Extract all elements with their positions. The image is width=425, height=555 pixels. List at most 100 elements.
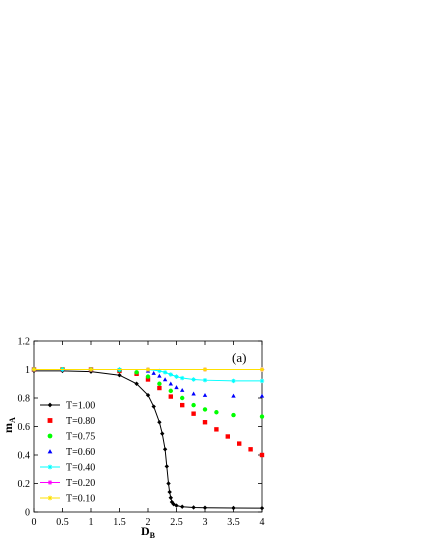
data-point	[134, 370, 139, 375]
data-point	[180, 395, 185, 401]
data-point	[180, 504, 185, 509]
data-point	[202, 392, 208, 397]
legend-label: T=0.20	[66, 478, 95, 489]
legend-entry: T=0.80	[47, 416, 95, 427]
legend-marker	[47, 480, 53, 485]
x-tick-label: 0.5	[56, 517, 69, 528]
y-axis-label-main: m	[1, 423, 15, 433]
x-tick-label: 2	[146, 517, 151, 528]
legend-label: T=0.10	[66, 494, 95, 505]
data-point	[174, 503, 179, 508]
data-point	[214, 410, 219, 415]
legend-marker	[47, 464, 53, 470]
data-point	[259, 505, 265, 511]
data-point	[259, 393, 265, 398]
y-tick-label: 0	[25, 508, 30, 519]
legend-marker	[47, 402, 53, 408]
data-point	[174, 374, 179, 379]
legend-label: T=0.40	[66, 463, 95, 474]
data-point	[162, 377, 168, 382]
legend-marker	[47, 449, 53, 454]
y-tick-label: 0.2	[18, 479, 31, 490]
legend-entry: T=1.00	[40, 401, 95, 412]
data-point	[202, 407, 208, 412]
data-point	[168, 388, 173, 394]
data-point	[259, 414, 265, 419]
data-point	[259, 452, 265, 458]
data-point	[151, 404, 156, 409]
y-tick-label: 0.4	[18, 451, 31, 462]
data-point	[231, 505, 236, 511]
data-point	[162, 370, 168, 375]
x-axis-label-sub: B	[150, 531, 156, 540]
y-tick-label: 1.2	[18, 337, 31, 348]
data-point	[225, 434, 230, 439]
data-point	[145, 374, 151, 379]
data-point	[202, 377, 208, 383]
data-point	[248, 447, 253, 452]
data-point	[160, 431, 165, 436]
data-point	[168, 372, 173, 377]
x-tick-label: 0	[32, 517, 37, 528]
legend-label: T=1.00	[66, 401, 95, 412]
data-point	[134, 381, 139, 386]
data-point	[231, 378, 236, 384]
data-point	[157, 373, 162, 378]
data-point	[168, 381, 173, 386]
data-point	[168, 495, 173, 500]
data-point	[231, 412, 236, 418]
data-point	[167, 489, 172, 495]
data-point	[231, 393, 236, 398]
tick-marks	[33, 340, 263, 513]
y-tick-label: 0.6	[18, 422, 31, 433]
legend-label: T=0.80	[66, 416, 95, 427]
legend: T=1.00 T=0.80 T=0.75 T=0.60 T=0.40 T=0.20 T=0.…	[40, 401, 95, 505]
y-axis-label-sub: A	[8, 417, 17, 423]
data-point	[191, 402, 196, 408]
legend-label: T=0.60	[66, 447, 95, 458]
series-line	[34, 370, 263, 509]
data-point	[191, 411, 196, 416]
data-point	[164, 464, 170, 469]
legend-label: T=0.75	[66, 432, 95, 443]
legend-entry: T=0.20	[40, 478, 95, 489]
data-point	[145, 367, 151, 372]
data-point	[157, 368, 162, 374]
data-point	[259, 378, 265, 384]
series-layer	[31, 367, 265, 511]
data-point	[180, 387, 185, 392]
data-point	[168, 394, 173, 399]
panel-label: (a)	[232, 350, 246, 365]
data-point	[31, 367, 37, 372]
legend-entry: T=0.10	[40, 494, 95, 505]
x-tick-label: 3	[203, 517, 208, 528]
legend-entry: T=0.40	[40, 463, 95, 474]
tick-labels: 0 0.5 1 1.5 2 2.5 3 3.5 4 0 0.2 0.4 0.6 0.8 1 1.2	[18, 337, 265, 529]
x-tick-label: 3.5	[227, 517, 240, 528]
data-point	[117, 373, 122, 378]
x-tick-label: 1.5	[113, 517, 126, 528]
data-point	[88, 367, 94, 372]
legend-entry: T=0.60	[47, 447, 95, 458]
y-axis-label: mA	[1, 417, 17, 433]
data-point	[166, 481, 171, 486]
data-point	[202, 420, 208, 425]
data-point	[191, 505, 196, 510]
data-point	[157, 420, 162, 425]
y-tick-label: 1	[25, 365, 30, 376]
x-tick-label: 2.5	[170, 517, 183, 528]
x-tick-label: 1	[89, 517, 94, 528]
data-point	[180, 402, 185, 408]
y-tick-label: 0.8	[18, 394, 31, 405]
data-point	[259, 367, 265, 372]
data-point	[151, 370, 156, 375]
data-point	[162, 447, 168, 452]
x-axis-label-main: D	[141, 524, 150, 538]
data-point	[191, 377, 196, 382]
x-axis-label: DB	[141, 524, 156, 540]
data-point	[169, 499, 175, 505]
x-tick-label: 4	[260, 517, 265, 528]
data-point	[157, 381, 162, 386]
data-point	[157, 385, 162, 391]
